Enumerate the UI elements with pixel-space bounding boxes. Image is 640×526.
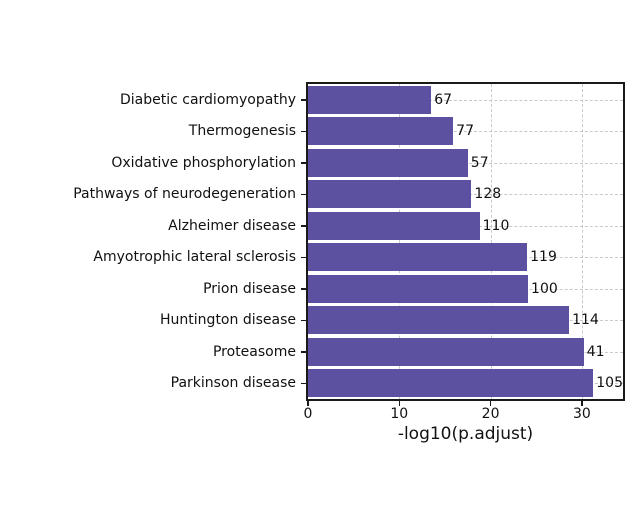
y-tick-label: Oxidative phosphorylation (111, 154, 296, 171)
y-tick-mark (301, 99, 306, 101)
y-label-row: Prion disease (0, 273, 296, 305)
bar (308, 306, 570, 335)
bar (308, 211, 480, 240)
x-tick-mark (307, 401, 309, 406)
bar (308, 180, 472, 209)
x-gridline (399, 84, 401, 399)
bar-value-label: 67 (434, 91, 453, 108)
y-tick-label: Proteasome (212, 343, 296, 360)
bar-row: 100 (308, 273, 623, 305)
y-tick-mark (301, 256, 306, 258)
bar-rows: 67 77 57 128 110 119 100 114 41 105 (308, 84, 623, 399)
y-tick-label: Parkinson disease (170, 375, 296, 392)
bar-row: 57 (308, 147, 623, 179)
y-label-row: Alzheimer disease (0, 210, 296, 242)
plot-area: 67 77 57 128 110 119 100 114 41 105 (306, 82, 625, 401)
y-tick-label: Huntington disease (160, 312, 296, 329)
y-gridline (308, 99, 623, 101)
bar-row: 110 (308, 210, 623, 242)
y-tick-label: Thermogenesis (188, 123, 296, 140)
bar (308, 148, 468, 177)
x-tick-label: 30 (572, 406, 591, 422)
x-axis-title: -log10(p.adjust) (397, 424, 534, 444)
bar-value-label: 119 (530, 249, 557, 266)
bar (308, 243, 528, 272)
bar (308, 274, 529, 303)
y-tick-label: Diabetic cardiomyopathy (119, 91, 296, 108)
y-tick-mark (301, 225, 306, 227)
y-label-row: Diabetic cardiomyopathy (0, 84, 296, 116)
bar-value-label: 110 (482, 217, 510, 234)
bar-value-label: 128 (474, 186, 502, 203)
bar-row: 77 (308, 116, 623, 148)
y-tick-mark (301, 130, 306, 132)
y-tick-label: Pathways of neurodegeneration (73, 186, 296, 203)
y-tick-label: Prion disease (203, 280, 296, 297)
y-tick-mark (301, 162, 306, 164)
x-tick-label: 10 (390, 406, 409, 422)
y-tick-mark (301, 351, 306, 353)
y-label-row: Proteasome (0, 336, 296, 368)
y-label-row: Parkinson disease (0, 368, 296, 400)
x-gridline (490, 84, 492, 399)
x-gridline (581, 84, 583, 399)
x-tick-mark (581, 401, 583, 406)
bar-row: 41 (308, 336, 623, 368)
gridline-layer (308, 84, 623, 399)
bar (308, 369, 594, 398)
y-tick-mark (301, 288, 306, 290)
y-tick-label: Alzheimer disease (168, 217, 296, 234)
y-tick-mark (301, 319, 306, 321)
y-axis-category-labels: Diabetic cardiomyopathy Thermogenesis Oxid… (0, 84, 296, 399)
x-tick-label: 20 (481, 406, 500, 422)
y-tick-mark (301, 193, 306, 195)
x-tick-label: 0 (303, 406, 313, 422)
x-tick-mark (489, 401, 492, 406)
x-tick-mark (398, 401, 401, 406)
bar (308, 337, 584, 366)
bar-value-label: 114 (572, 312, 599, 329)
y-label-row: Oxidative phosphorylation (0, 147, 296, 179)
bar (308, 117, 454, 146)
bar-value-label: 100 (531, 280, 558, 297)
bar-row: 114 (308, 305, 623, 337)
bar-value-label: 77 (456, 123, 474, 140)
bar-row: 105 (308, 368, 623, 400)
bar-value-label: 41 (586, 343, 605, 360)
y-label-row: Huntington disease (0, 305, 296, 337)
bar-value-label: 57 (470, 154, 489, 171)
bar-row: 128 (308, 179, 623, 211)
y-label-row: Amyotrophic lateral sclerosis (0, 242, 296, 274)
bar (308, 85, 432, 114)
y-tick-label: Amyotrophic lateral sclerosis (93, 249, 296, 266)
bar-value-label: 105 (596, 375, 623, 392)
y-tick-mark (301, 382, 306, 384)
bar-row: 67 (308, 84, 623, 116)
y-label-row: Pathways of neurodegeneration (0, 179, 296, 211)
y-label-row: Thermogenesis (0, 116, 296, 148)
y-gridline (308, 131, 623, 133)
bar-row: 119 (308, 242, 623, 274)
